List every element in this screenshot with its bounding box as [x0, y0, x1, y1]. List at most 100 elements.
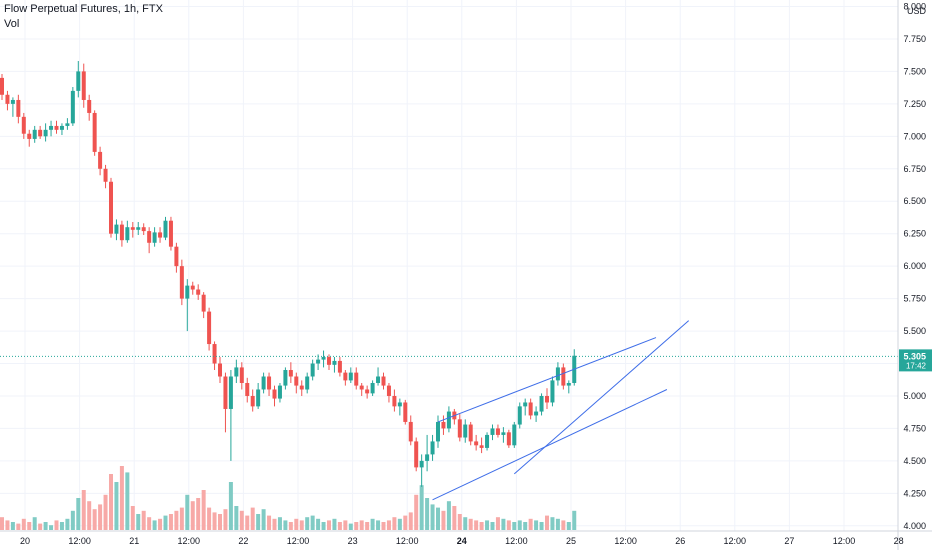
volume-bar — [43, 522, 48, 530]
candle-body — [474, 441, 479, 446]
candle-body — [147, 231, 152, 243]
candle-body — [354, 372, 359, 386]
candle — [419, 454, 424, 487]
candle-body — [501, 432, 506, 435]
volume-legend: Vol — [4, 18, 20, 30]
volume-bar — [114, 482, 119, 530]
candle-body — [0, 77, 4, 95]
price-tick-label: 5.500 — [903, 326, 926, 336]
volume-bar — [147, 517, 152, 530]
last-price-badge-bg — [899, 349, 932, 372]
candle — [430, 434, 435, 461]
candle — [441, 415, 446, 435]
volume-bar — [310, 515, 315, 530]
candle — [343, 370, 348, 386]
candle-body — [81, 71, 86, 100]
candle — [212, 341, 217, 371]
price-scale-bg[interactable] — [898, 0, 932, 550]
candle — [425, 434, 430, 472]
candle — [109, 177, 113, 238]
trendlines[interactable] — [432, 320, 690, 501]
candle — [43, 123, 48, 142]
volume-bar — [250, 507, 255, 530]
volume-bar — [403, 515, 408, 530]
candle — [534, 406, 539, 422]
candle — [539, 393, 544, 416]
candle — [501, 427, 506, 443]
candle-body — [223, 376, 228, 409]
volume-bar — [190, 501, 195, 530]
time-tick-label: 12:00 — [287, 536, 310, 546]
volume-bar — [21, 518, 26, 530]
candle — [294, 372, 299, 394]
candle — [555, 362, 560, 386]
candle-body — [419, 460, 424, 468]
candle — [223, 372, 228, 433]
candle-body — [506, 432, 511, 446]
candle — [54, 120, 59, 134]
candle — [130, 222, 135, 238]
candle — [376, 367, 381, 386]
time-axis[interactable]: 20 12:00 21 12:00 22 12:00 23 12:00 24 12:00 25 12:… — [20, 536, 904, 546]
candle — [201, 292, 206, 319]
candles — [0, 61, 577, 487]
candle — [76, 61, 81, 98]
candle-body — [365, 389, 370, 394]
currency-label: USD — [907, 6, 927, 16]
volume-bar — [555, 518, 560, 530]
candle — [87, 94, 92, 121]
candle-body — [446, 411, 451, 429]
candle — [190, 281, 195, 295]
trendline[interactable] — [513, 320, 690, 475]
trendline[interactable] — [437, 337, 657, 423]
price-tick-label: 7.500 — [903, 66, 926, 76]
candle-body — [386, 385, 391, 396]
candle-body — [87, 99, 92, 113]
candle — [479, 437, 484, 454]
candle — [234, 359, 239, 383]
candle — [468, 421, 473, 446]
candle — [49, 120, 54, 137]
candle — [397, 398, 402, 416]
candle-body — [561, 367, 566, 386]
volume-bar — [370, 518, 375, 530]
time-tick-label: 25 — [566, 536, 576, 546]
candle — [267, 372, 272, 396]
volume-bar — [70, 510, 75, 530]
volume-bar — [141, 510, 146, 530]
candle-body — [310, 363, 315, 377]
candle — [174, 242, 179, 273]
volume-bar — [163, 515, 168, 530]
volume-bar — [446, 501, 451, 530]
volume-bar — [256, 514, 261, 530]
volume-bar — [512, 522, 517, 530]
volume-bar — [27, 522, 32, 530]
volume-bar — [365, 522, 370, 530]
candle-body — [27, 133, 32, 139]
trendline[interactable] — [432, 389, 668, 501]
candle — [381, 372, 386, 390]
candle — [283, 367, 288, 390]
candle-body — [174, 246, 179, 267]
candle-body — [294, 376, 299, 386]
candle-body — [495, 428, 500, 435]
volume-bar — [207, 507, 212, 530]
candle — [179, 259, 184, 306]
candle — [5, 90, 10, 111]
candle-body — [288, 370, 293, 377]
volume-bar — [337, 522, 342, 530]
candle-body — [523, 402, 528, 407]
candle-body — [392, 395, 397, 407]
candle — [365, 385, 370, 399]
candle — [446, 406, 451, 433]
candle — [512, 421, 517, 448]
volume-bar — [359, 520, 364, 530]
time-tick-label: 27 — [784, 536, 794, 546]
candle-body — [468, 424, 473, 442]
candle — [103, 164, 108, 189]
candle — [348, 367, 353, 383]
candle-body — [457, 419, 462, 438]
chart-title: Flow Perpetual Futures, 1h, FTX — [4, 3, 163, 15]
